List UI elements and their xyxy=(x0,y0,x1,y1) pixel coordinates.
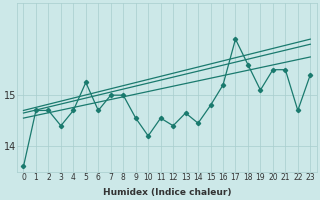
X-axis label: Humidex (Indice chaleur): Humidex (Indice chaleur) xyxy=(103,188,231,197)
